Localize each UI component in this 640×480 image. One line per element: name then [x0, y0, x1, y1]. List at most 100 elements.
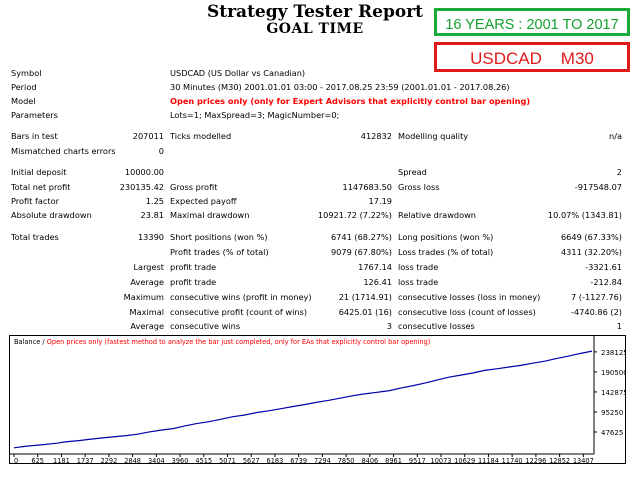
losstrades-label: Loss trades (% of total) [398, 247, 494, 257]
x-tick-label: 3960 [172, 457, 189, 463]
years-badge: 16 YEARS : 2001 TO 2017 [434, 8, 630, 36]
trades-value: 13390 [137, 232, 164, 242]
max-consec-wins-label: consecutive wins (profit in money) [170, 292, 312, 302]
reldd-value: 10.07% (1343.81) [547, 210, 622, 220]
parameters-label: Parameters [11, 110, 58, 120]
absdd-value: 23.81 [140, 210, 164, 220]
losstrades-value: 4311 (32.20%) [560, 247, 622, 257]
y-tick-label: 190500 [601, 369, 625, 377]
x-tick-label: 625 [31, 457, 44, 463]
x-tick-label: 2848 [124, 457, 141, 463]
x-tick-label: 2292 [100, 457, 117, 463]
y-tick-label: 47625 [601, 429, 623, 437]
profitfactor-value: 1.25 [145, 196, 164, 206]
trades-label: Total trades [11, 232, 59, 242]
grossprofit-value: 1147683.50 [342, 182, 393, 192]
x-tick-label: 3404 [148, 457, 165, 463]
mismatch-label: Mismatched charts errors [11, 146, 116, 156]
average-loss-label: loss trade [398, 277, 439, 287]
x-tick-label: 1737 [77, 457, 94, 463]
x-tick-label: 12852 [549, 457, 570, 463]
largest-loss-label: loss trade [398, 262, 439, 272]
reldd-label: Relative drawdown [398, 210, 476, 220]
x-tick-label: 10629 [454, 457, 475, 463]
x-tick-label: 11740 [502, 457, 523, 463]
grossprofit-label: Gross profit [170, 182, 218, 192]
max-consec-losses-value: 7 (-1127.76) [570, 292, 622, 302]
balance-chart-svg: 238125 190500 142875 95250 47625 0 625 1181 1737… [10, 336, 625, 463]
x-tick-label: 5071 [219, 457, 236, 463]
x-tick-label: 5627 [243, 457, 260, 463]
netprofit-value: 230135.42 [119, 182, 164, 192]
x-tick-label: 6183 [267, 457, 284, 463]
x-tick-label: 8406 [361, 457, 378, 463]
maxdd-label: Maximal drawdown [170, 210, 250, 220]
maxdd-value: 10921.72 (7.22%) [317, 210, 392, 220]
period-label: Period [11, 82, 37, 92]
payoff-label: Expected payoff [170, 196, 237, 206]
x-tick-label: 8961 [385, 457, 402, 463]
x-tick-label: 0 [14, 457, 18, 463]
mismatch-value: 0 [158, 146, 164, 156]
x-tick-label: 11184 [478, 457, 499, 463]
average-label: Average [130, 277, 164, 287]
average-loss-value: -212.84 [590, 277, 622, 287]
model-value: Open prices only (only for Expert Adviso… [170, 96, 531, 106]
report-title: Strategy Tester Report [206, 2, 424, 22]
largest-loss-value: -3321.61 [585, 262, 622, 272]
grossloss-value: -917548.07 [574, 182, 622, 192]
maximal-consec-loss-label: consecutive loss (count of losses) [398, 307, 536, 317]
symbol-value: USDCAD (US Dollar vs Canadian) [170, 68, 306, 78]
parameters-value: Lots=1; MaxSpread=3; MagicNumber=0; [170, 110, 340, 120]
y-tick-label: 142875 [601, 389, 625, 397]
ticks-label: Ticks modelled [170, 131, 232, 141]
grossloss-label: Gross loss [398, 182, 440, 192]
long-label: Long positions (won %) [398, 232, 494, 242]
strategy-name: GOAL TIME [266, 21, 364, 37]
chart-legend-text: Open prices only (fastest method to anal… [46, 338, 431, 346]
x-tick-label: 7850 [338, 457, 355, 463]
spread-value: 2 [616, 167, 622, 177]
profittrades-value: 9079 (67.80%) [330, 247, 392, 257]
x-tick-label: 9517 [409, 457, 426, 463]
profitfactor-label: Profit factor [11, 196, 59, 206]
chart-legend-prefix: Balance / [14, 338, 47, 346]
maximal-label: Maximal [129, 307, 164, 317]
period-value: 30 Minutes (M30) 2001.01.01 03:00 - 2017… [170, 82, 510, 92]
x-tick-label: 13407 [573, 457, 594, 463]
profittrades-label: Profit trades (% of total) [170, 247, 269, 257]
maximal-consec-loss-value: -4740.86 (2) [570, 307, 622, 317]
x-tick-label: 7294 [314, 457, 331, 463]
y-tick-label: 238125 [601, 349, 625, 357]
quality-label: Modelling quality [398, 131, 469, 141]
maximal-consec-profit-value: 6425.01 (16) [338, 307, 392, 317]
absdd-label: Absolute drawdown [11, 210, 92, 220]
largest-label: Largest [133, 262, 164, 272]
x-tick-label: 10073 [431, 457, 452, 463]
y-tick-label: 95250 [601, 409, 623, 417]
maximal-consec-profit-label: consecutive profit (count of wins) [170, 307, 308, 317]
netprofit-label: Total net profit [11, 182, 71, 192]
largest-profit-label: profit trade [170, 262, 217, 272]
ticks-value: 412832 [360, 131, 392, 141]
avg-consec-losses-value: 1 [616, 321, 622, 331]
max-consec-losses-label: consecutive losses (loss in money) [398, 292, 541, 302]
short-label: Short positions (won %) [170, 232, 268, 242]
deposit-value: 10000.00 [124, 167, 164, 177]
quality-value: n/a [609, 131, 622, 141]
deposit-label: Initial deposit [11, 167, 67, 177]
model-label: Model [11, 96, 36, 106]
payoff-value: 17.19 [368, 196, 392, 206]
pair-badge: USDCAD M30 [434, 42, 630, 72]
spread-label: Spread [398, 167, 427, 177]
average-profit-value: 126.41 [363, 277, 392, 287]
short-value: 6741 (68.27%) [330, 232, 392, 242]
avg-consec-wins-value: 3 [386, 321, 392, 331]
symbol-label: Symbol [11, 68, 42, 78]
balance-chart: Balance / Open prices only (fastest meth… [9, 335, 626, 464]
largest-profit-value: 1767.14 [358, 262, 392, 272]
long-value: 6649 (67.33%) [560, 232, 622, 242]
x-tick-label: 4515 [195, 457, 212, 463]
average-profit-label: profit trade [170, 277, 217, 287]
balance-line [13, 350, 593, 449]
